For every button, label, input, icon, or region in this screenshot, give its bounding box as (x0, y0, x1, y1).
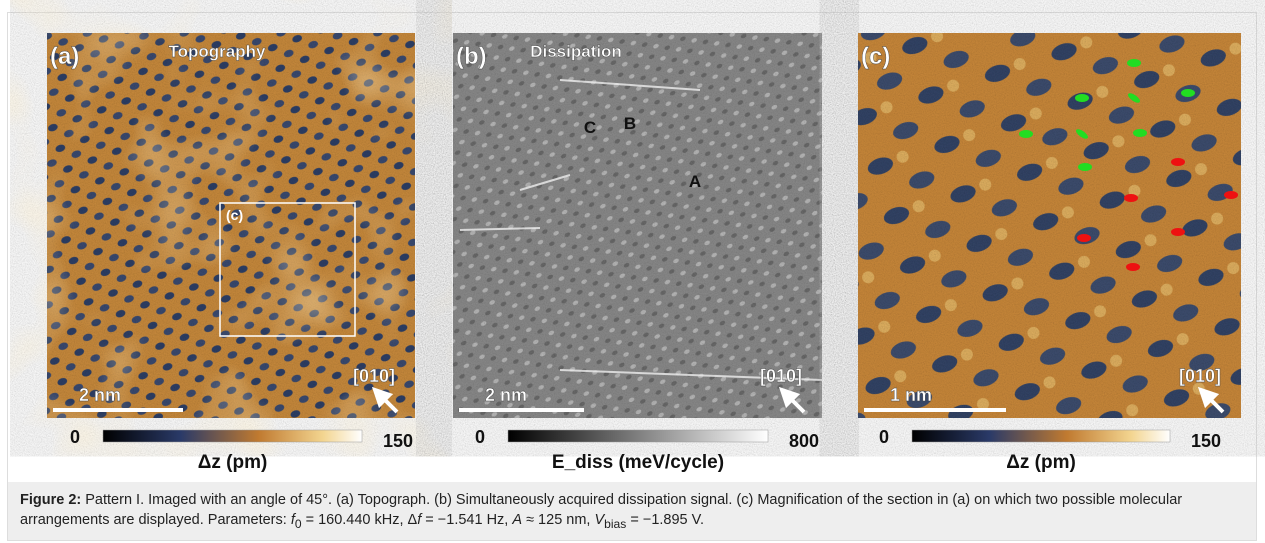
red-markers (1077, 158, 1238, 271)
colorbar-max: 800 (789, 431, 819, 451)
direction-arrow (371, 386, 399, 414)
colorbar-max: 150 (1191, 431, 1221, 451)
magnified-image (858, 33, 1241, 418)
annotation: B (624, 114, 636, 133)
scale-bar-label: 2 nm (79, 385, 121, 405)
dissipation-image (453, 33, 822, 418)
annotation: C (584, 118, 596, 137)
caption-symbol: V (594, 512, 605, 528)
colorbar (507, 429, 769, 443)
figure: (a) Topography (c) 2 nm [010] 0 150 Δz (pm) (b) D… (47, 33, 1241, 473)
panel-label: (a) (50, 43, 79, 70)
caption-text: = −1.541 Hz, (421, 512, 513, 528)
panel-label: (b) (456, 43, 487, 70)
colorbar (102, 429, 363, 443)
panel-c (858, 33, 1241, 418)
caption-symbol: f (290, 512, 295, 528)
caption-text: ≈ 125 nm, (522, 512, 595, 528)
panel-title: Dissipation (530, 42, 622, 61)
figure-frame (7, 12, 1257, 541)
panel-label: (c) (861, 43, 890, 70)
inset-box (219, 202, 356, 337)
caption-subscript: bias (604, 516, 627, 531)
panel-b (453, 33, 823, 418)
colorbar-min: 0 (475, 427, 485, 447)
colorbar-label: E_diss (meV/cycle) (552, 452, 724, 473)
scale-bar-label: 2 nm (485, 385, 527, 405)
colorbar-label: Δz (pm) (1006, 452, 1076, 473)
colorbar-label: Δz (pm) (198, 452, 268, 473)
direction-label: [010] (1179, 366, 1221, 386)
caption: Figure 2: Pattern I. Imaged with an angl… (8, 482, 1256, 540)
panel-a (47, 33, 415, 418)
direction-arrow (778, 386, 806, 414)
colorbar (911, 429, 1171, 443)
caption-symbol: f (417, 512, 422, 528)
caption-symbol: A (512, 512, 523, 528)
direction-label: [010] (353, 366, 395, 386)
green-markers (1019, 59, 1195, 171)
direction-arrow (1197, 386, 1225, 414)
colorbar-max: 150 (383, 431, 413, 451)
direction-label: [010] (760, 366, 802, 386)
scale-bar-label: 1 nm (890, 385, 932, 405)
caption-text: Pattern I. Imaged with an angle of 45°. … (20, 492, 1183, 528)
colorbar-min: 0 (70, 427, 80, 447)
caption-text: = 160.440 kHz, Δ (301, 512, 418, 528)
image-texture (47, 33, 415, 418)
panel-title: Topography (169, 42, 266, 61)
caption-text: = −1.895 V. (626, 512, 705, 528)
caption-label: Figure 2: (20, 492, 82, 508)
step-edges (459, 79, 823, 381)
caption-subscript: 0 (294, 516, 302, 531)
annotation: A (689, 172, 701, 191)
colorbar-min: 0 (879, 427, 889, 447)
inset-label: (c) (226, 207, 243, 223)
